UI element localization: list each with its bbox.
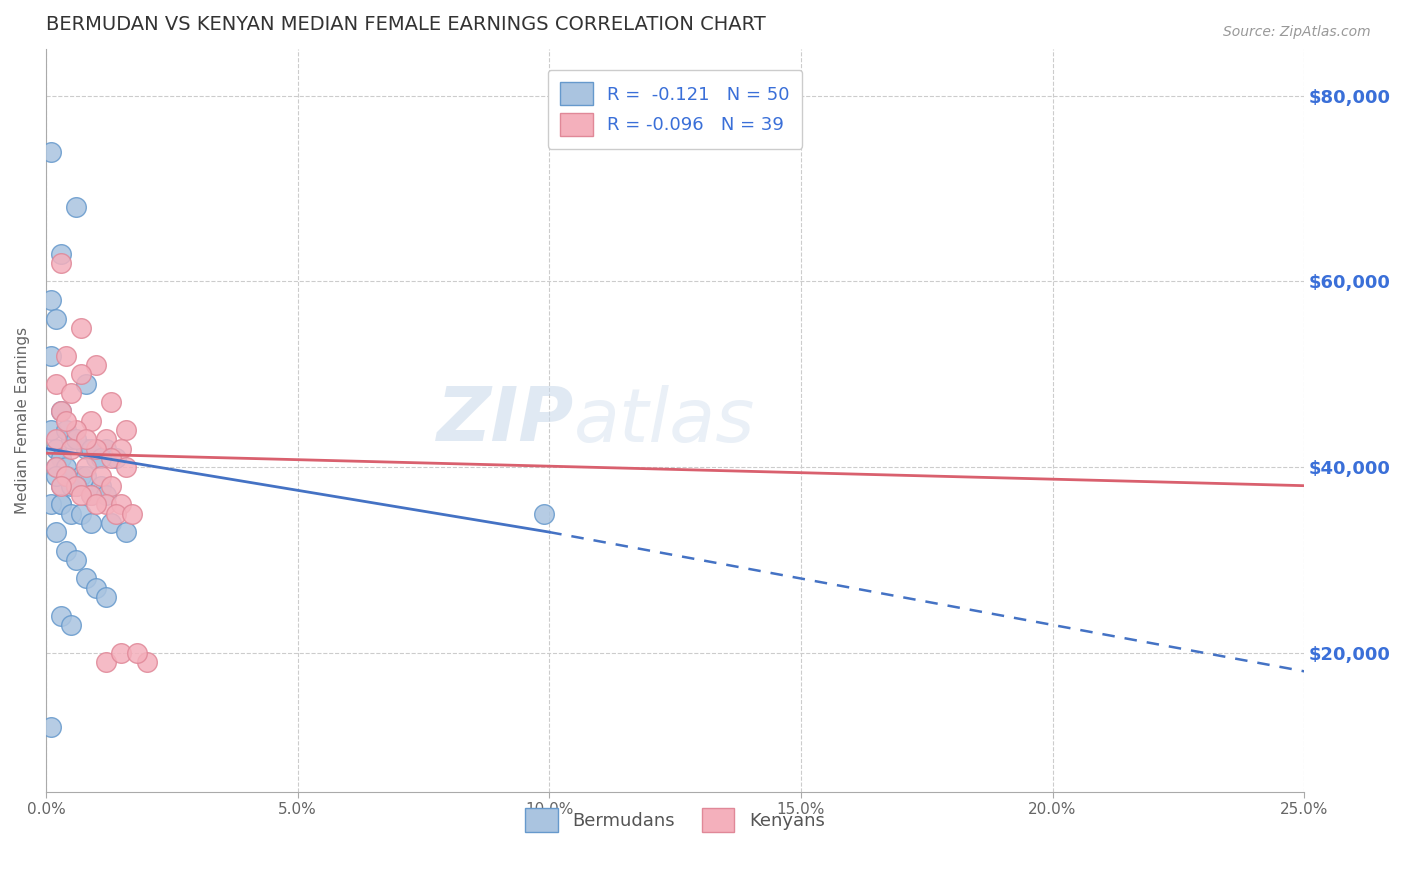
Point	[45, 525, 67, 540]
Point	[49, 497, 72, 511]
Point	[84, 581, 107, 595]
Point	[115, 423, 138, 437]
Point	[533, 507, 555, 521]
Point	[55, 349, 77, 363]
Point	[65, 478, 87, 492]
Point	[75, 572, 97, 586]
Point	[80, 488, 103, 502]
Point	[110, 497, 132, 511]
Point	[39, 720, 62, 734]
Point	[70, 368, 93, 382]
Point	[115, 460, 138, 475]
Point	[45, 376, 67, 391]
Y-axis label: Median Female Earnings: Median Female Earnings	[15, 327, 30, 515]
Point	[49, 256, 72, 270]
Point	[90, 478, 112, 492]
Point	[49, 404, 72, 418]
Point	[65, 423, 87, 437]
Point	[80, 488, 103, 502]
Point	[39, 497, 62, 511]
Point	[60, 618, 83, 632]
Point	[39, 349, 62, 363]
Point	[75, 432, 97, 446]
Point	[115, 525, 138, 540]
Point	[60, 385, 83, 400]
Point	[96, 590, 118, 604]
Point	[75, 442, 97, 456]
Point	[55, 460, 77, 475]
Point	[105, 507, 128, 521]
Point	[49, 450, 72, 465]
Point	[84, 450, 107, 465]
Point	[125, 646, 148, 660]
Point	[49, 246, 72, 260]
Point	[49, 497, 72, 511]
Point	[70, 469, 93, 483]
Point	[105, 450, 128, 465]
Point	[45, 460, 67, 475]
Point	[60, 507, 83, 521]
Point	[90, 450, 112, 465]
Point	[96, 432, 118, 446]
Point	[60, 442, 83, 456]
Point	[96, 488, 118, 502]
Point	[84, 442, 107, 456]
Point	[96, 655, 118, 669]
Text: ZIP: ZIP	[437, 384, 575, 458]
Point	[100, 450, 122, 465]
Point	[49, 608, 72, 623]
Text: BERMUDAN VS KENYAN MEDIAN FEMALE EARNINGS CORRELATION CHART: BERMUDAN VS KENYAN MEDIAN FEMALE EARNING…	[46, 15, 766, 34]
Point	[60, 478, 83, 492]
Point	[45, 442, 67, 456]
Point	[84, 358, 107, 372]
Text: Source: ZipAtlas.com: Source: ZipAtlas.com	[1223, 25, 1371, 39]
Point	[65, 553, 87, 567]
Point	[39, 423, 62, 437]
Point	[96, 497, 118, 511]
Point	[80, 516, 103, 530]
Text: atlas: atlas	[575, 384, 756, 457]
Point	[75, 469, 97, 483]
Point	[121, 507, 143, 521]
Point	[45, 460, 67, 475]
Point	[75, 376, 97, 391]
Point	[80, 414, 103, 428]
Legend: Bermudans, Kenyans: Bermudans, Kenyans	[510, 794, 839, 846]
Point	[49, 478, 72, 492]
Point	[65, 200, 87, 214]
Point	[49, 404, 72, 418]
Point	[55, 469, 77, 483]
Point	[55, 469, 77, 483]
Point	[65, 432, 87, 446]
Point	[110, 646, 132, 660]
Point	[55, 423, 77, 437]
Point	[70, 488, 93, 502]
Point	[100, 395, 122, 409]
Point	[60, 432, 83, 446]
Point	[75, 460, 97, 475]
Point	[100, 516, 122, 530]
Point	[45, 469, 67, 483]
Point	[100, 478, 122, 492]
Point	[55, 543, 77, 558]
Point	[90, 469, 112, 483]
Point	[110, 442, 132, 456]
Point	[55, 414, 77, 428]
Point	[96, 442, 118, 456]
Point	[80, 442, 103, 456]
Point	[70, 507, 93, 521]
Point	[45, 432, 67, 446]
Point	[49, 478, 72, 492]
Point	[135, 655, 157, 669]
Point	[39, 293, 62, 307]
Point	[65, 478, 87, 492]
Point	[84, 497, 107, 511]
Point	[45, 311, 67, 326]
Point	[39, 145, 62, 159]
Point	[70, 321, 93, 335]
